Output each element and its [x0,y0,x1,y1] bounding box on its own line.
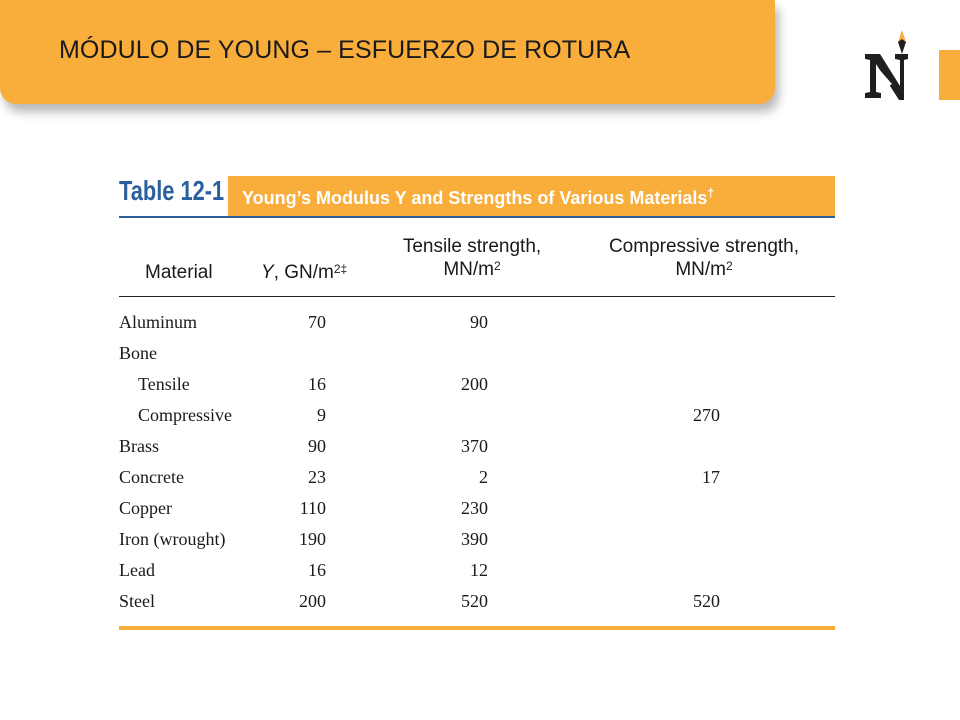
material-cell: Concrete [119,467,184,487]
table-row: Iron (wrought) 190 390 [119,529,835,560]
table-number: Table 12-1 [119,175,225,206]
materials-table: Table 12-1 Young’s Modulus Y and Strengt… [119,173,835,628]
tensile-strength-cell: 200 [461,374,488,394]
material-cell: Steel [119,591,155,611]
table-caption-bar: Young’s Modulus Y and Strengths of Vario… [228,176,835,216]
tensile-header-line1: Tensile strength, [402,236,542,257]
material-cell: Aluminum [119,312,198,332]
table-header: Table 12-1 Young’s Modulus Y and Strengt… [119,173,835,218]
tensile-unit-sup: 2 [493,259,501,273]
table-body: Aluminum 70 90 Bone Tensile 16 200 Compr… [119,297,835,628]
column-headers: Material Y, GN/m2‡ Tensile strength, MN/… [119,217,835,297]
tensile-strength-cell: 370 [461,436,488,456]
side-accent-tab [939,50,960,100]
tensile-strength-cell: 12 [470,560,488,580]
material-cell: Iron (wrought) [119,529,226,549]
compressive-strength-cell: 17 [702,467,720,487]
young-unit-sup: 2‡ [333,262,348,276]
tensile-strength-cell: 390 [461,529,488,549]
tensile-strength-cell: 90 [470,312,488,332]
table-row: Tensile 16 200 [119,374,835,405]
young-modulus-cell: 90 [308,436,326,456]
young-modulus-cell: 190 [299,529,326,549]
compressive-unit-sup: 2 [725,259,733,273]
material-cell: Compressive [138,405,232,425]
n-compass-logo-icon [862,28,912,104]
tensile-strength-cell: 2 [479,467,488,487]
tensile-strength-cell: 230 [461,498,488,518]
table-row: Aluminum 70 90 [119,312,835,343]
material-cell: Tensile [138,374,190,394]
tensile-strength-cell: 520 [461,591,488,611]
tensile-unit: MN/m [443,259,494,280]
young-modulus-cell: 23 [308,467,326,487]
slide-title: MÓDULO DE YOUNG – ESFUERZO DE ROTURA [59,36,631,64]
compressive-strength-cell: 270 [693,405,720,425]
column-header-material: Material [145,262,213,283]
column-header-tensile: Tensile strength, MN/m2 [387,235,557,281]
table-row: Lead 16 12 [119,560,835,591]
column-header-young-modulus: Y, GN/m2‡ [261,261,347,284]
table-row: Compressive 9 270 [119,405,835,436]
table-caption-text: Young’s Modulus Y and Strengths of Vario… [242,188,708,208]
young-modulus-cell: 16 [308,560,326,580]
title-banner: MÓDULO DE YOUNG – ESFUERZO DE ROTURA [0,0,775,104]
table-bottom-rule [119,626,835,630]
material-cell: Lead [119,560,155,580]
table-row: Brass 90 370 [119,436,835,467]
table-caption-mark: † [707,186,715,200]
table-caption: Young’s Modulus Y and Strengths of Vario… [242,186,714,209]
compressive-unit: MN/m [675,259,726,280]
tensile-header-line2: MN/m2 [387,258,557,281]
young-symbol: Y [261,262,274,283]
table-row: Bone [119,343,835,374]
young-unit: , GN/m [273,262,334,283]
young-modulus-cell: 200 [299,591,326,611]
table-row: Steel 200 520 520 [119,591,835,622]
young-modulus-cell: 9 [317,405,326,425]
table-header-rule [119,216,835,218]
young-modulus-cell: 16 [308,374,326,394]
table-row: Copper 110 230 [119,498,835,529]
material-cell: Copper [119,498,172,518]
compressive-strength-cell: 520 [693,591,720,611]
column-header-compressive: Compressive strength, MN/m2 [585,235,823,281]
compressive-header-line2: MN/m2 [585,258,823,281]
compressive-header-line1: Compressive strength, [608,236,800,257]
table-row: Concrete 23 2 17 [119,467,835,498]
material-cell: Brass [119,436,159,456]
young-modulus-cell: 70 [308,312,326,332]
young-modulus-cell: 110 [299,498,326,518]
material-cell: Bone [119,343,157,363]
